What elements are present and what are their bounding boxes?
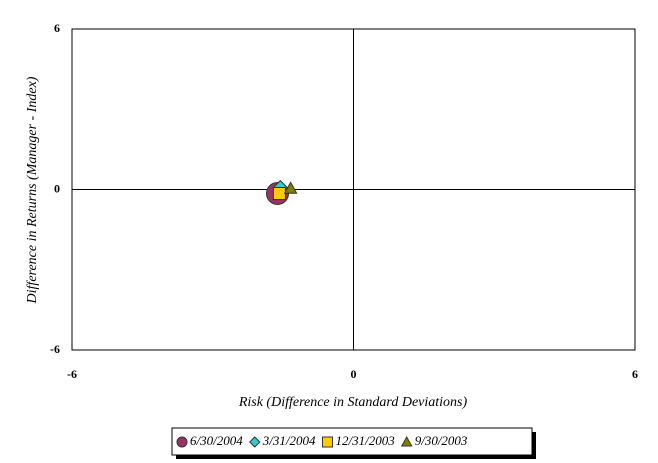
legend-label: 3/31/2004 xyxy=(262,433,316,448)
x-tick-label: 6 xyxy=(632,367,638,381)
y-axis-label: Difference in Returns (Manager - Index) xyxy=(25,76,40,304)
legend-marker xyxy=(400,435,413,447)
legend-label: 9/30/2003 xyxy=(415,433,468,448)
y-tick-label: 0 xyxy=(54,181,60,195)
x-axis-label: Risk (Difference in Standard Deviations) xyxy=(238,395,468,410)
x-tick-label: -6 xyxy=(67,367,77,381)
point xyxy=(283,181,298,194)
legend-marker xyxy=(249,436,261,448)
legend-items: 6/30/2004 3/31/2004 12/31/2003 9/30/2003 xyxy=(176,433,468,448)
y-tick-label: 6 xyxy=(54,21,60,35)
y-tick-label: -6 xyxy=(50,342,60,356)
x-tick-label: 0 xyxy=(351,367,357,381)
legend xyxy=(171,427,533,456)
legend-label: 6/30/2004 xyxy=(190,433,243,448)
point xyxy=(272,187,286,201)
legend-label: 12/31/2003 xyxy=(335,433,395,448)
legend-marker xyxy=(321,436,333,448)
legend-marker xyxy=(176,436,188,448)
